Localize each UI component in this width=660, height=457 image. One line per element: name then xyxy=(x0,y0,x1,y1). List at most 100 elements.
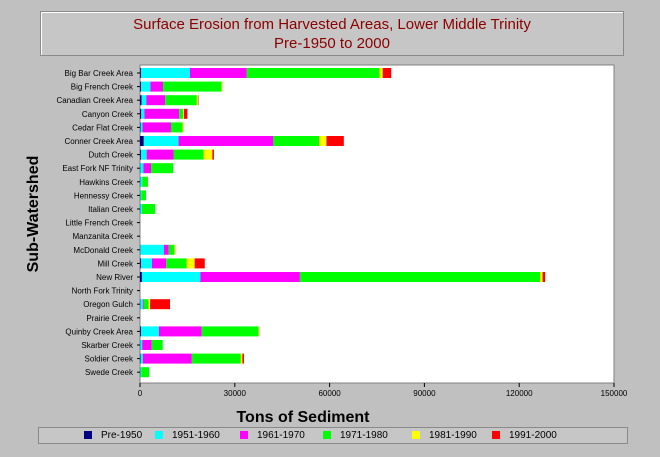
legend-item: 1981-1990 xyxy=(412,429,477,442)
bar-group xyxy=(140,68,546,378)
category-label: Quinby Creek Area xyxy=(65,327,133,336)
bar-segment xyxy=(203,149,213,160)
chart-title-box: Surface Erosion from Harvested Areas, Lo… xyxy=(40,11,624,56)
bar-segment xyxy=(142,299,144,310)
legend-label: 1951-1960 xyxy=(172,430,220,441)
legend-item: 1991-2000 xyxy=(492,429,557,442)
bar-segment xyxy=(240,353,243,364)
x-ticks: 0 30000 60000 90000 120000 150000 xyxy=(138,383,628,398)
bar-segment xyxy=(140,204,142,214)
legend-label: Pre-1950 xyxy=(101,430,143,441)
bar-segment xyxy=(146,95,166,106)
y-axis-label: Sub-Watershed xyxy=(25,156,42,273)
bar-segment xyxy=(242,353,244,364)
category-label: Skarber Creek xyxy=(81,341,134,350)
category-label: Big French Creek xyxy=(71,83,134,92)
bar-segment xyxy=(150,81,164,92)
category-label: Mill Creek xyxy=(97,259,134,268)
bar-segment xyxy=(542,272,546,282)
bar-segment xyxy=(148,299,151,310)
legend-swatch xyxy=(492,431,500,439)
bar-segment xyxy=(166,258,187,269)
category-label: Conner Creek Area xyxy=(65,137,134,146)
bar-segment xyxy=(140,326,141,337)
bar-segment xyxy=(212,149,214,160)
bar-segment xyxy=(140,95,142,106)
legend-swatch xyxy=(412,431,420,439)
category-label: New River xyxy=(96,273,133,282)
bar-segment xyxy=(299,272,541,282)
bar-segment xyxy=(191,353,241,364)
bar-segment xyxy=(140,68,141,78)
bar-segment xyxy=(174,244,176,255)
bar-segment xyxy=(140,353,141,364)
bar-segment xyxy=(140,258,141,269)
bar-segment xyxy=(194,258,205,269)
bar-segment xyxy=(143,299,149,310)
bar-segment xyxy=(140,136,144,146)
bar-segment xyxy=(141,108,145,119)
bar-segment xyxy=(540,272,543,282)
bar-segment xyxy=(140,244,165,255)
bar-segment xyxy=(141,190,146,201)
bar-segment xyxy=(140,81,141,92)
x-tick-label: 60000 xyxy=(318,389,341,398)
legend: Pre-1950 1951-1960 1961-1970 1971-1980 1981-… xyxy=(38,427,628,444)
legend-item: 1971-1980 xyxy=(323,429,388,442)
category-label: North Fork Trinity xyxy=(72,287,133,296)
bar-segment xyxy=(196,95,198,106)
bar-segment xyxy=(140,340,143,350)
legend-swatch xyxy=(155,431,163,439)
category-label: Hennessy Creek xyxy=(74,191,134,200)
category-labels: Big Bar Creek Area Big French Creek Canadi… xyxy=(57,69,140,377)
bar-segment xyxy=(201,326,259,337)
bar-segment xyxy=(319,136,327,146)
bar-segment xyxy=(326,136,344,146)
bar-segment xyxy=(140,149,141,160)
category-label: Little French Creek xyxy=(65,219,134,228)
bar-segment xyxy=(158,326,202,337)
bar-segment xyxy=(140,149,147,160)
bar-segment xyxy=(140,81,151,92)
category-label: Italian Creek xyxy=(88,205,134,214)
bar-segment xyxy=(189,68,247,78)
category-label: McDonald Creek xyxy=(73,246,134,255)
bar-segment xyxy=(140,353,143,364)
legend-item: 1951-1960 xyxy=(155,429,220,442)
bar-segment xyxy=(140,122,143,133)
bar-segment xyxy=(173,149,204,160)
bar-segment xyxy=(178,136,274,146)
legend-item: Pre-1950 xyxy=(84,429,142,442)
bar-segment xyxy=(141,95,147,106)
bar-segment xyxy=(200,272,300,282)
bar-segment xyxy=(151,340,163,350)
bar-segment xyxy=(142,176,148,187)
bar-segment xyxy=(152,258,167,269)
bar-segment xyxy=(258,326,260,337)
bar-segment xyxy=(140,68,190,78)
x-tick-label: 30000 xyxy=(224,389,247,398)
bar-segment xyxy=(141,204,156,214)
bar-segment xyxy=(246,68,380,78)
bar-segment xyxy=(144,108,180,119)
category-label: Prairie Creek xyxy=(86,314,134,323)
legend-label: 1971-1980 xyxy=(340,430,388,441)
bar-segment xyxy=(146,149,174,160)
bar-segment xyxy=(197,95,199,106)
legend-label: 1991-2000 xyxy=(509,430,557,441)
x-tick-label: 90000 xyxy=(413,389,436,398)
category-label: Swede Creek xyxy=(85,368,134,377)
bar-segment xyxy=(140,299,143,310)
category-label: Canyon Creek xyxy=(82,110,134,119)
bar-segment xyxy=(379,68,383,78)
bar-segment xyxy=(141,367,150,378)
bar-segment xyxy=(143,136,179,146)
bar-segment xyxy=(150,299,171,310)
bar-segment xyxy=(179,108,183,119)
bar-segment xyxy=(140,108,142,119)
category-label: East Fork NF Trinity xyxy=(62,164,133,173)
bar-segment xyxy=(164,244,169,255)
category-label: Oregon Gulch xyxy=(83,300,133,309)
bar-segment xyxy=(182,122,184,133)
category-label: Dutch Creek xyxy=(89,151,134,160)
